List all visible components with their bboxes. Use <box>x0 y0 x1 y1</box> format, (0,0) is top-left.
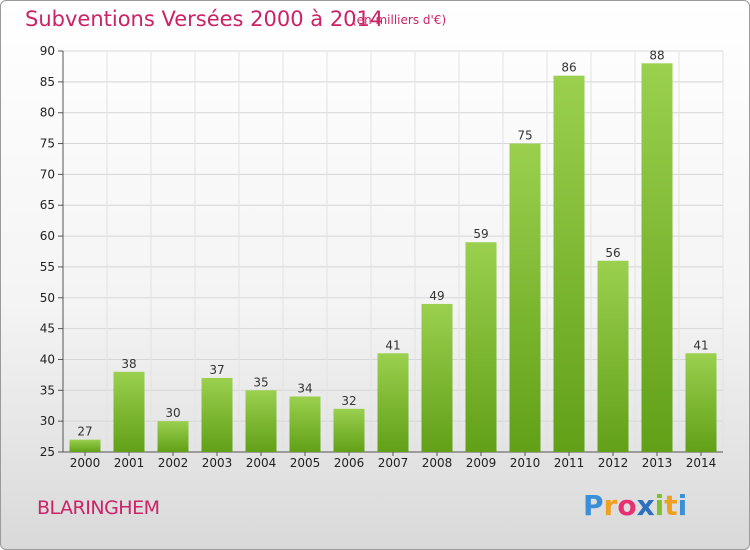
y-tick-label: 25 <box>40 445 55 459</box>
x-tick-label: 2010 <box>510 456 541 470</box>
data-label: 75 <box>517 129 532 143</box>
proxiti-logo: Proxiti <box>583 489 687 522</box>
x-tick-label: 2004 <box>246 456 277 470</box>
data-labels: 27 38 30 37 35 34 32 41 49 59 75 86 56 88 41 <box>77 48 708 438</box>
x-tick-label: 2014 <box>686 456 717 470</box>
logo-letter: P <box>583 489 604 522</box>
data-label: 41 <box>385 338 400 352</box>
x-tick-label: 2002 <box>158 456 189 470</box>
bar <box>333 408 365 452</box>
data-label: 30 <box>165 406 180 420</box>
bar <box>377 353 409 452</box>
data-label: 56 <box>605 246 620 260</box>
bars <box>69 63 717 453</box>
logo-letter: o <box>617 489 637 522</box>
logo-letter: t <box>664 489 678 522</box>
y-tick-label: 90 <box>40 44 55 58</box>
bar <box>641 63 673 452</box>
x-tick-label: 2009 <box>466 456 497 470</box>
y-tick-label: 45 <box>40 322 55 336</box>
y-tick-label: 70 <box>40 167 55 181</box>
x-tick-label: 2000 <box>70 456 101 470</box>
data-label: 41 <box>693 338 708 352</box>
x-tick-label: 2012 <box>598 456 629 470</box>
x-tick-label: 2011 <box>554 456 585 470</box>
data-label: 34 <box>297 381 312 395</box>
data-label: 35 <box>253 375 268 389</box>
bar <box>553 75 585 452</box>
logo-letter: r <box>603 489 618 522</box>
data-label: 88 <box>649 48 664 62</box>
bar <box>509 143 541 453</box>
y-tick-label: 80 <box>40 106 55 120</box>
y-tick-labels: 25 30 35 40 45 50 55 60 65 70 75 80 85 90 <box>40 44 55 459</box>
x-tick-label: 2003 <box>202 456 233 470</box>
y-tick-label: 35 <box>40 383 55 397</box>
x-tick-label: 2001 <box>114 456 145 470</box>
bar <box>421 303 453 452</box>
y-tick-label: 75 <box>40 137 55 151</box>
data-label: 59 <box>473 227 488 241</box>
data-label: 49 <box>429 289 444 303</box>
logo-letter: i <box>654 489 665 522</box>
data-label: 38 <box>121 357 136 371</box>
commune-name: BLARINGHEM <box>37 497 160 519</box>
bar <box>685 353 717 452</box>
x-tick-label: 2006 <box>334 456 365 470</box>
y-tick-label: 60 <box>40 229 55 243</box>
data-label: 86 <box>561 61 576 75</box>
bar <box>597 260 629 452</box>
x-tick-label: 2013 <box>642 456 673 470</box>
x-tick-label: 2007 <box>378 456 409 470</box>
data-label: 32 <box>341 394 356 408</box>
chart-subtitle: (en milliers d'€) <box>352 13 447 27</box>
x-tick-labels: 2000 2001 2002 2003 2004 2005 2006 2007 2008 2009… <box>70 456 717 470</box>
y-tick-label: 65 <box>40 198 55 212</box>
bar <box>465 242 497 452</box>
bar <box>245 390 277 452</box>
data-label: 37 <box>209 363 224 377</box>
y-tick-label: 55 <box>40 260 55 274</box>
y-tick-label: 30 <box>40 414 55 428</box>
x-tick-label: 2008 <box>422 456 453 470</box>
chart-title: Subventions Versées 2000 à 2014 <box>25 7 384 31</box>
y-tick-label: 50 <box>40 291 55 305</box>
bar <box>289 396 321 452</box>
y-tick-label: 85 <box>40 75 55 89</box>
y-tick-label: 40 <box>40 352 55 366</box>
data-label: 27 <box>77 425 92 439</box>
logo-letter: i <box>677 489 688 522</box>
bar <box>113 371 145 452</box>
x-tick-label: 2005 <box>290 456 321 470</box>
bar <box>157 421 189 452</box>
logo-letter: x <box>636 489 655 522</box>
bar <box>69 439 101 452</box>
bar <box>201 377 233 452</box>
